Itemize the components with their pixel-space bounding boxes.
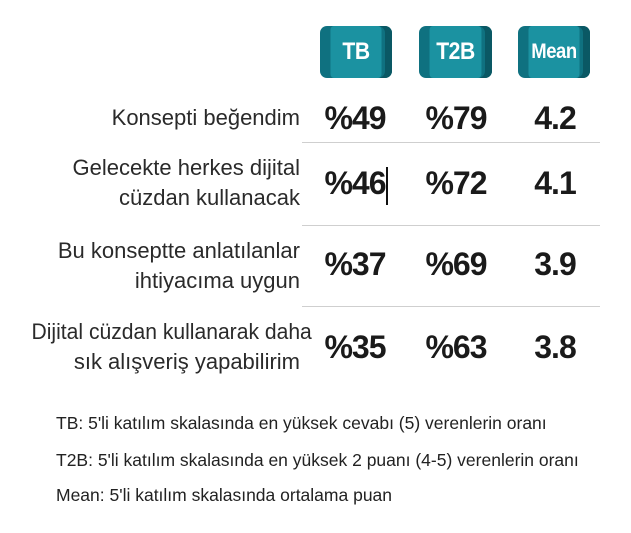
mean-value: 4.2 — [534, 100, 576, 136]
row-label-line: Gelecekte herkes dijital — [72, 155, 300, 180]
row-label-line: Konsepti beğendim — [111, 105, 300, 130]
footnote-t2b: T2B: 5'li katılım skalasında en yüksek 2… — [56, 450, 579, 470]
table-row: Konsepti beğendim %49 %79 4.2 — [0, 95, 631, 143]
tb-value: %35 — [324, 329, 386, 365]
footnote-mean: Mean: 5'li katılım skalasında ortalama p… — [56, 485, 393, 505]
footnote-tb: TB: 5'li katılım skalasında en yüksek ce… — [56, 413, 547, 433]
mean-column-header: Mean — [518, 26, 590, 78]
t2b-value: %79 — [425, 100, 487, 136]
mean-value: 3.9 — [534, 246, 576, 282]
mean-header-label: Mean — [528, 26, 580, 78]
row-label-line: cüzdan kullanacak — [118, 185, 300, 210]
mean-value: 3.8 — [534, 329, 576, 365]
row-label: Konsepti beğendim — [20, 103, 300, 133]
row-label-line: Bu konseptte anlatılanlar — [57, 238, 300, 263]
t2b-column-header: T2B — [419, 26, 492, 78]
mean-value: 4.1 — [534, 165, 576, 201]
row-divider — [302, 225, 600, 226]
tb-value: %37 — [324, 246, 386, 282]
row-label-line: sık alışveriş yapabilirim — [73, 349, 300, 374]
row-divider — [302, 306, 600, 307]
text-cursor — [386, 167, 388, 205]
row-label-line: Dijital cüzdan kullanarak daha — [31, 319, 312, 344]
tb-value: %49 — [324, 100, 386, 136]
tb-value: %46 — [324, 165, 386, 201]
t2b-value: %63 — [425, 329, 487, 365]
t2b-value: %72 — [425, 165, 487, 201]
tb-header-label: TB — [330, 26, 382, 78]
t2b-header-label: T2B — [429, 26, 482, 78]
t2b-value: %69 — [425, 246, 487, 282]
table-row: Gelecekte herkes dijital cüzdan kullanac… — [0, 143, 631, 225]
row-label: Dijital cüzdan kullanarak daha sık alışv… — [20, 317, 312, 377]
row-label: Bu konseptte anlatılanlar ihtiyacıma uyg… — [20, 236, 300, 296]
row-label: Gelecekte herkes dijital cüzdan kullanac… — [20, 153, 300, 213]
row-label-line: ihtiyacıma uygun — [134, 268, 300, 293]
table-row: Bu konseptte anlatılanlar ihtiyacıma uyg… — [0, 226, 631, 306]
tb-column-header: TB — [320, 26, 392, 78]
row-divider — [302, 142, 600, 143]
table-row: Dijital cüzdan kullanarak daha sık alışv… — [0, 307, 631, 389]
